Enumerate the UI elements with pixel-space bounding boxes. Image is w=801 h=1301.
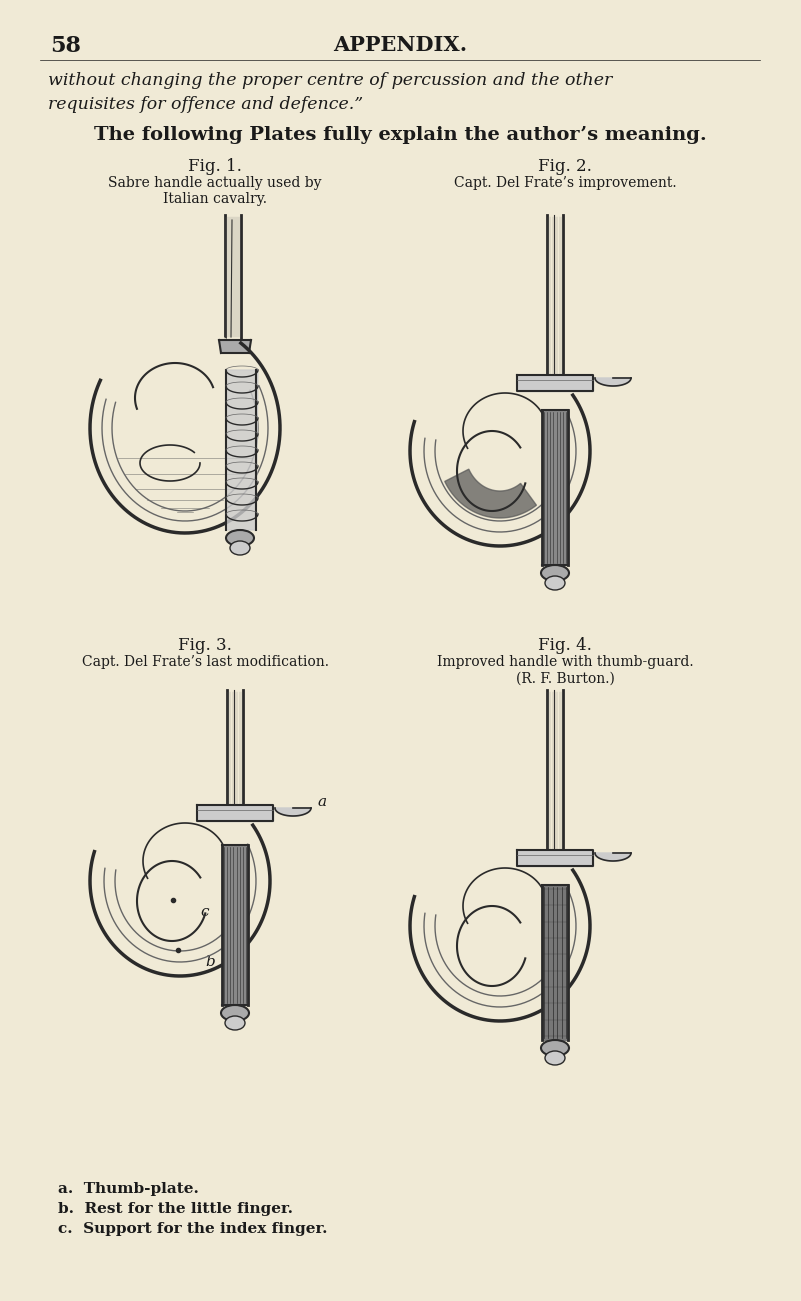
Text: Fig. 1.: Fig. 1. (188, 157, 242, 176)
Polygon shape (226, 369, 258, 530)
Polygon shape (417, 363, 583, 539)
Polygon shape (517, 850, 593, 866)
Ellipse shape (541, 1039, 569, 1056)
Polygon shape (595, 379, 631, 386)
Text: Capt. Del Frate’s last modification.: Capt. Del Frate’s last modification. (82, 654, 328, 669)
Ellipse shape (230, 541, 250, 556)
Text: requisites for offence and defence.”: requisites for offence and defence.” (48, 96, 363, 113)
Ellipse shape (226, 530, 254, 546)
Ellipse shape (545, 576, 565, 589)
Polygon shape (97, 794, 263, 968)
Text: Improved handle with thumb-guard.: Improved handle with thumb-guard. (437, 654, 694, 669)
Text: The following Plates fully explain the author’s meaning.: The following Plates fully explain the a… (94, 126, 706, 144)
Ellipse shape (545, 1051, 565, 1066)
Polygon shape (445, 470, 537, 518)
Polygon shape (542, 885, 568, 1039)
Text: Fig. 4.: Fig. 4. (538, 637, 592, 654)
Polygon shape (222, 846, 248, 1004)
Text: b.  Rest for the little finger.: b. Rest for the little finger. (58, 1202, 293, 1216)
Text: a: a (317, 795, 326, 809)
Polygon shape (275, 808, 311, 816)
Text: Fig. 2.: Fig. 2. (538, 157, 592, 176)
Text: c: c (201, 905, 209, 919)
Text: a.  Thumb-plate.: a. Thumb-plate. (58, 1183, 199, 1196)
Ellipse shape (221, 1004, 249, 1021)
Polygon shape (595, 853, 631, 861)
Text: 58: 58 (50, 35, 81, 57)
Polygon shape (542, 410, 568, 565)
Text: Capt. Del Frate’s improvement.: Capt. Del Frate’s improvement. (453, 176, 676, 190)
Polygon shape (95, 328, 275, 528)
Ellipse shape (225, 1016, 245, 1030)
Text: APPENDIX.: APPENDIX. (333, 35, 467, 55)
Polygon shape (417, 839, 583, 1013)
Text: Italian cavalry.: Italian cavalry. (163, 193, 267, 206)
Polygon shape (517, 375, 593, 392)
Text: b: b (205, 955, 215, 969)
Text: c.  Support for the index finger.: c. Support for the index finger. (58, 1222, 328, 1236)
Text: without changing the proper centre of percussion and the other: without changing the proper centre of pe… (48, 72, 612, 88)
Text: Sabre handle actually used by: Sabre handle actually used by (108, 176, 322, 190)
Polygon shape (219, 340, 251, 353)
Text: (R. F. Burton.): (R. F. Burton.) (516, 673, 614, 686)
Text: Fig. 3.: Fig. 3. (178, 637, 232, 654)
Polygon shape (197, 805, 273, 821)
Ellipse shape (541, 565, 569, 582)
